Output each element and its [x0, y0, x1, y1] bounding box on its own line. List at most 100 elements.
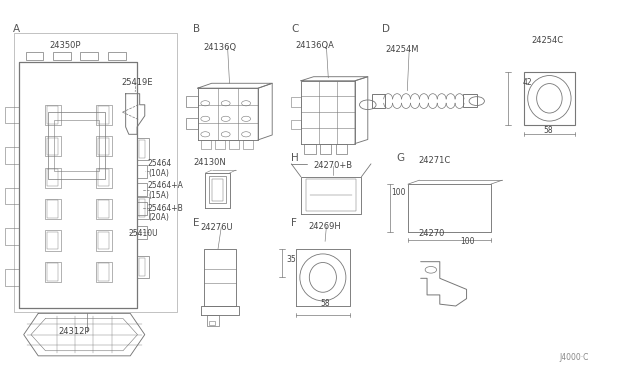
Bar: [99, 201, 109, 218]
Text: D: D: [383, 24, 390, 34]
Bar: [291, 119, 301, 129]
Bar: [47, 169, 58, 186]
Bar: [209, 176, 226, 203]
Text: 25464+B: 25464+B: [148, 203, 184, 213]
Bar: [54, 119, 99, 171]
Bar: [139, 199, 145, 217]
Bar: [5, 269, 19, 286]
Text: (15A): (15A): [148, 191, 169, 200]
Bar: [137, 256, 148, 278]
Text: 100: 100: [392, 188, 406, 197]
Bar: [139, 259, 145, 276]
Text: 24312P: 24312P: [59, 327, 90, 336]
Bar: [26, 52, 44, 61]
Text: 24136QA: 24136QA: [296, 41, 335, 50]
Bar: [207, 315, 219, 326]
Bar: [45, 136, 61, 157]
Bar: [291, 97, 301, 107]
Bar: [304, 144, 316, 154]
Text: 42: 42: [523, 78, 532, 87]
Bar: [463, 94, 477, 107]
Text: 58: 58: [543, 126, 553, 135]
Bar: [5, 188, 19, 205]
Text: 25419E: 25419E: [121, 78, 153, 87]
Bar: [47, 232, 58, 249]
Bar: [99, 169, 109, 186]
Bar: [137, 225, 147, 239]
Text: A: A: [13, 24, 20, 34]
Bar: [372, 94, 385, 109]
Bar: [45, 199, 61, 219]
Bar: [139, 140, 145, 158]
Bar: [45, 262, 61, 282]
Bar: [45, 167, 61, 188]
Bar: [186, 118, 198, 129]
Bar: [137, 164, 147, 178]
Text: 58: 58: [320, 299, 330, 308]
Text: 25410U: 25410U: [129, 230, 159, 238]
Text: J4000·C: J4000·C: [559, 353, 588, 362]
Bar: [137, 197, 148, 219]
Text: (20A): (20A): [148, 213, 169, 222]
Text: 24270+B: 24270+B: [314, 161, 353, 170]
Text: 24130N: 24130N: [194, 157, 227, 167]
Bar: [99, 232, 109, 249]
Bar: [137, 183, 147, 196]
Text: 25464+A: 25464+A: [148, 182, 184, 190]
Bar: [96, 199, 111, 219]
Bar: [96, 262, 111, 282]
Bar: [81, 52, 99, 61]
Bar: [5, 147, 19, 164]
Bar: [99, 138, 109, 155]
Text: 24276U: 24276U: [200, 223, 233, 232]
Text: 35: 35: [287, 254, 296, 264]
Bar: [336, 144, 348, 154]
Bar: [45, 105, 61, 125]
Bar: [47, 201, 58, 218]
Bar: [99, 106, 109, 124]
Bar: [243, 140, 253, 149]
Bar: [212, 179, 223, 201]
Text: 24136Q: 24136Q: [204, 43, 237, 52]
Text: 24254M: 24254M: [385, 45, 419, 54]
Text: F: F: [291, 218, 297, 228]
Bar: [5, 228, 19, 245]
Bar: [215, 140, 225, 149]
Text: (10A): (10A): [148, 169, 169, 177]
Bar: [201, 140, 211, 149]
Text: 24271C: 24271C: [419, 155, 451, 165]
Bar: [186, 96, 198, 107]
Bar: [96, 105, 111, 125]
Text: 100: 100: [460, 237, 475, 246]
Text: B: B: [193, 24, 200, 34]
Bar: [306, 179, 356, 211]
Text: 24350P: 24350P: [49, 41, 81, 50]
Bar: [47, 138, 58, 155]
Bar: [45, 230, 61, 251]
Bar: [229, 140, 239, 149]
Bar: [137, 138, 148, 160]
Text: G: G: [396, 153, 404, 163]
Bar: [14, 33, 177, 311]
Text: 24270: 24270: [419, 230, 445, 238]
Bar: [320, 144, 332, 154]
Bar: [524, 71, 575, 125]
Bar: [96, 230, 111, 251]
Bar: [47, 106, 58, 124]
Bar: [209, 321, 216, 325]
Text: H: H: [291, 153, 299, 163]
Bar: [96, 167, 111, 188]
Bar: [47, 263, 58, 280]
Bar: [108, 52, 125, 61]
Text: C: C: [291, 24, 299, 34]
Text: 24269H: 24269H: [308, 222, 341, 231]
Bar: [53, 52, 71, 61]
Bar: [48, 112, 105, 179]
Text: 24254C: 24254C: [532, 36, 564, 45]
Bar: [137, 202, 147, 215]
Text: 25464: 25464: [148, 159, 172, 169]
Bar: [99, 263, 109, 280]
Bar: [96, 136, 111, 157]
Text: E: E: [193, 218, 199, 228]
Bar: [5, 107, 19, 123]
